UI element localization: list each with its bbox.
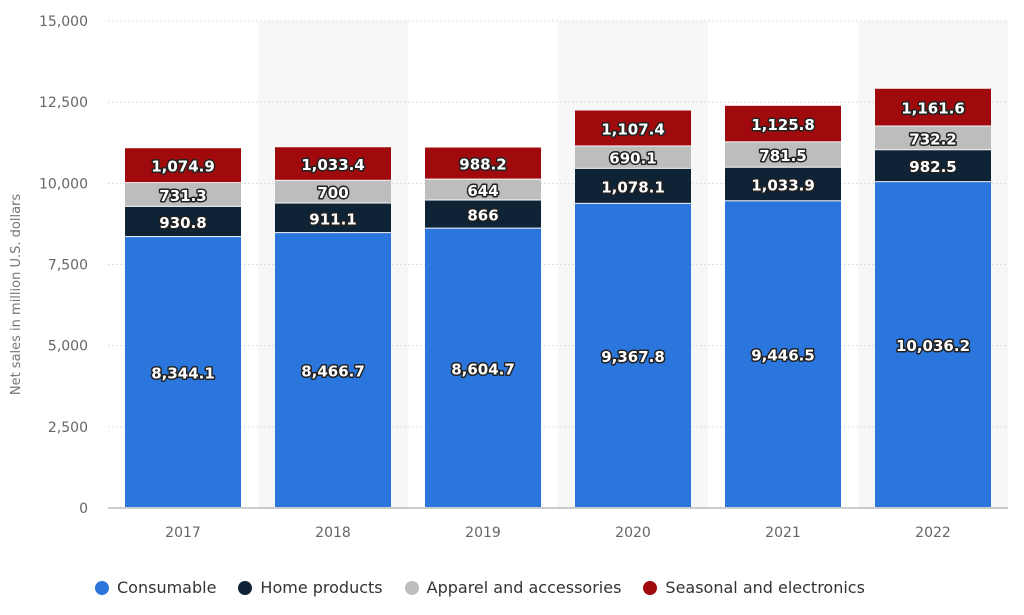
y-tick-label: 0 [79,501,88,517]
legend-marker-icon [238,580,253,595]
bar-segment [425,200,541,228]
bar-segment [875,150,991,182]
bar-segment [125,206,241,237]
x-tick-label: 2020 [615,525,651,541]
x-tick-label: 2019 [465,525,501,541]
data-label: 8,466.7 [301,363,365,381]
bar-segment [575,203,691,507]
legend-item[interactable]: Home products [238,578,383,597]
data-label: 1,107.4 [601,120,665,138]
bar-segment [875,88,991,126]
bar-segment [725,105,841,142]
legend: Consumable Home products Apparel and acces… [95,578,865,597]
legend-item[interactable]: Consumable [95,578,216,597]
legend-marker-icon [95,580,109,595]
bar-segment [425,147,541,179]
data-label: 1,125.8 [751,116,815,134]
bar-segment [575,146,691,168]
y-tick-label: 10,000 [39,176,88,192]
bar-segment [725,201,841,507]
bar-segment [725,167,841,201]
legend-marker-icon [643,580,658,595]
bar-segment [125,237,241,507]
data-label: 10,036.2 [896,337,970,355]
data-label: 700 [317,184,348,202]
bar-segment [275,180,391,203]
x-tick-label: 2021 [765,525,801,541]
bar-segment [275,203,391,233]
data-label: 9,446.5 [751,347,815,365]
legend-item[interactable]: Seasonal and electronics [643,578,865,597]
bar-segment [725,142,841,167]
bar-segment [425,228,541,507]
y-tick-label: 12,500 [39,95,88,111]
legend-item[interactable]: Apparel and accessories [404,578,622,597]
y-tick-label: 7,500 [48,258,88,274]
data-label: 8,604.7 [451,360,515,378]
y-axis-label: Net sales in million U.S. dollars [9,194,24,396]
bar-segment [875,126,991,150]
bar-segment [875,182,991,508]
data-label: 1,033.9 [751,177,815,195]
data-label: 1,033.4 [301,156,365,174]
data-label: 911.1 [309,210,356,228]
data-label: 9,367.8 [601,348,665,366]
y-tick-label: 5,000 [48,339,88,355]
bar-segment [275,233,391,507]
data-label: 982.5 [909,158,956,176]
legend-label: Apparel and accessories [426,578,622,597]
bar-segment [575,168,691,203]
y-tick-label: 2,500 [48,420,88,436]
data-label: 781.5 [759,147,806,165]
data-label: 988.2 [459,156,506,174]
legend-label: Consumable [117,578,217,597]
bar-segment [425,179,541,200]
data-label: 732.2 [909,130,956,148]
legend-marker-icon [404,580,419,595]
x-tick-label: 2017 [165,525,201,541]
legend-label: Seasonal and electronics [665,578,865,597]
data-label: 1,161.6 [901,100,965,118]
x-tick-label: 2022 [915,525,951,541]
data-label: 731.3 [159,187,206,205]
data-label: 866 [467,207,498,225]
x-tick-label: 2018 [315,525,351,541]
data-label: 644 [467,182,498,200]
data-label: 690.1 [609,150,656,168]
bar-segment [125,148,241,183]
data-label: 8,344.1 [151,365,215,383]
data-label: 930.8 [159,214,206,232]
bar-segment [575,110,691,146]
legend-label: Home products [260,578,383,597]
data-label: 1,074.9 [151,158,215,176]
y-tick-label: 15,000 [39,14,88,30]
data-label: 1,078.1 [601,178,665,196]
bar-segment [275,147,391,180]
bar-segment [125,183,241,206]
